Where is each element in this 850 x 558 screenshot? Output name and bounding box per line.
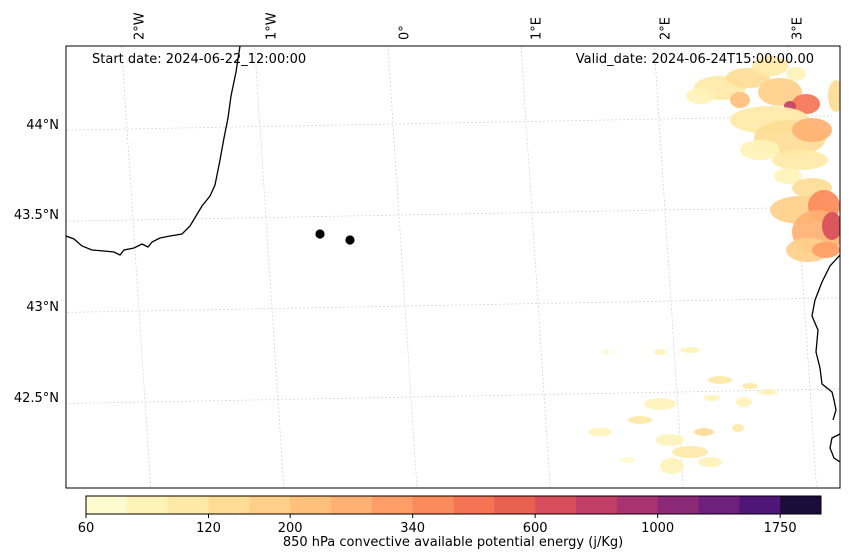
cape-cell <box>680 347 700 353</box>
colorbar-bin <box>412 496 454 514</box>
lat-tick-label: 42.5°N <box>14 391 59 406</box>
valid-date-label: Valid_date: 2024-06-24T15:00:00.00 <box>575 52 814 67</box>
coastline-east <box>811 254 840 421</box>
lon-tick-label: 2°W <box>133 12 148 40</box>
lon-tick-label: 0° <box>398 25 413 40</box>
meridian-line <box>387 46 418 488</box>
cape-cell <box>694 428 714 436</box>
start-date-label: Start date: 2024-06-22_12:00:00 <box>92 52 307 67</box>
colorbar: 60 120 200 340 600 1000 1750 <box>78 495 822 536</box>
colorbar-bin <box>167 496 209 514</box>
meridian-line <box>653 46 684 488</box>
colorbar-bin <box>576 496 618 514</box>
cape-cell <box>660 458 684 474</box>
colorbar-bin <box>616 496 659 514</box>
cape-cell <box>736 397 752 407</box>
colorbar-bin <box>249 496 291 514</box>
parallel-line <box>66 388 840 404</box>
graticule <box>66 46 840 488</box>
cape-cell <box>620 457 636 463</box>
colorbar-tick-label: 340 <box>400 521 425 536</box>
meridian-line <box>787 46 817 488</box>
cape-cell <box>772 150 828 170</box>
lat-tick-label: 44°N <box>26 118 59 133</box>
meridian-line <box>254 46 285 488</box>
lon-tick-label: 3°E <box>791 17 806 40</box>
meridian-line <box>520 46 551 488</box>
cape-cell <box>656 434 684 446</box>
colorbar-bin <box>657 496 699 514</box>
colorbar-bin <box>290 496 332 514</box>
cape-cell <box>812 242 840 258</box>
colorbar-bin <box>453 496 495 514</box>
lon-tick-label: 1°W <box>265 12 280 40</box>
cape-cell <box>730 92 750 108</box>
cape-cell <box>644 398 676 410</box>
parallel-line <box>66 115 832 131</box>
colorbar-bin <box>535 496 577 514</box>
cape-cell <box>672 446 708 458</box>
cape-cell <box>654 349 666 355</box>
meridian-line <box>121 46 152 488</box>
cape-cell <box>704 395 720 401</box>
station-point <box>315 229 325 239</box>
colorbar-bin <box>126 496 169 514</box>
cape-cell <box>774 168 802 184</box>
cape-cell <box>742 383 758 389</box>
cape-cell <box>792 94 820 114</box>
cape-cell <box>588 428 612 436</box>
parallel-line <box>66 297 840 313</box>
station-point <box>345 235 355 245</box>
cape-cell <box>758 389 778 395</box>
cape-cell <box>758 78 802 106</box>
cape-cell <box>686 88 714 104</box>
cape-cell <box>740 140 780 160</box>
colorbar-tick-label: 1750 <box>764 521 797 536</box>
parallel-line <box>66 206 838 222</box>
cape-cell <box>786 67 806 81</box>
colorbar-tick-label: 60 <box>78 521 95 536</box>
station-markers <box>315 229 355 245</box>
colorbar-bin <box>86 496 128 514</box>
cape-cell <box>708 376 732 384</box>
colorbar-title: 850 hPa convective available potential e… <box>283 535 623 550</box>
cape-cell <box>828 80 840 112</box>
colorbar-bin <box>371 496 414 514</box>
colorbar-tick-label: 600 <box>523 521 548 536</box>
colorbar-bin <box>739 496 781 514</box>
colorbar-bin <box>780 496 822 514</box>
axis-labels: 2°W 1°W 0° 1°E 2°E 3°E 44°N 43.5°N 43°N 42.5°N <box>14 12 806 406</box>
cape-cell <box>752 56 788 76</box>
colorbar-bin <box>494 496 536 514</box>
cape-cell <box>698 457 722 467</box>
cape-field <box>588 56 840 474</box>
cape-cell <box>628 416 652 424</box>
lat-tick-label: 43°N <box>26 300 59 315</box>
cape-cell <box>822 212 840 240</box>
map-area <box>66 46 840 488</box>
map-frame <box>65 45 841 489</box>
colorbar-tick-label: 200 <box>278 521 303 536</box>
lon-tick-label: 1°E <box>530 17 545 40</box>
colorbar-tick-label: 120 <box>196 521 221 536</box>
colorbar-bin <box>698 496 740 514</box>
cape-cell <box>602 349 610 355</box>
colorbar-tick-label: 1000 <box>641 521 674 536</box>
lon-tick-label: 2°E <box>659 17 674 40</box>
colorbar-frame <box>85 495 822 515</box>
cape-cell <box>732 424 744 432</box>
lat-tick-label: 43.5°N <box>14 208 59 223</box>
coastline-east-2 <box>829 433 840 463</box>
colorbar-bin <box>208 496 250 514</box>
cape-cell <box>792 118 832 142</box>
coastline-west <box>66 46 241 256</box>
colorbar-bin <box>331 496 373 514</box>
